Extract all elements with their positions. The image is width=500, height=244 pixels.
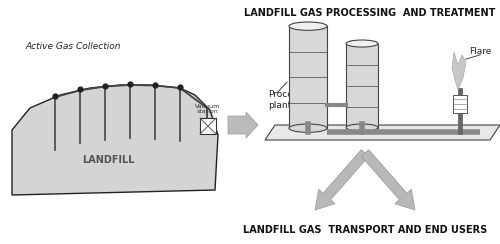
- Bar: [200, 118, 216, 134]
- Text: LANDFILL GAS PROCESSING  AND TREATMENT: LANDFILL GAS PROCESSING AND TREATMENT: [244, 8, 496, 18]
- Polygon shape: [265, 125, 500, 140]
- Text: Vacuum
station: Vacuum station: [196, 104, 220, 114]
- Bar: [346, 43, 378, 128]
- Ellipse shape: [289, 124, 327, 132]
- Polygon shape: [452, 52, 466, 90]
- Polygon shape: [315, 150, 369, 210]
- Ellipse shape: [346, 124, 378, 131]
- Bar: [289, 26, 327, 128]
- Text: Active Gas Collection: Active Gas Collection: [25, 42, 120, 51]
- Text: LANDFILL GAS  TRANSPORT AND END USERS: LANDFILL GAS TRANSPORT AND END USERS: [243, 225, 487, 235]
- Text: Processing
plant: Processing plant: [268, 90, 316, 110]
- Text: Flare: Flare: [470, 48, 492, 57]
- Text: LANDFILL: LANDFILL: [82, 155, 134, 165]
- Bar: [453, 95, 467, 113]
- FancyArrow shape: [228, 112, 258, 138]
- Polygon shape: [361, 150, 415, 210]
- Ellipse shape: [346, 40, 378, 47]
- Ellipse shape: [289, 22, 327, 30]
- Polygon shape: [12, 85, 218, 195]
